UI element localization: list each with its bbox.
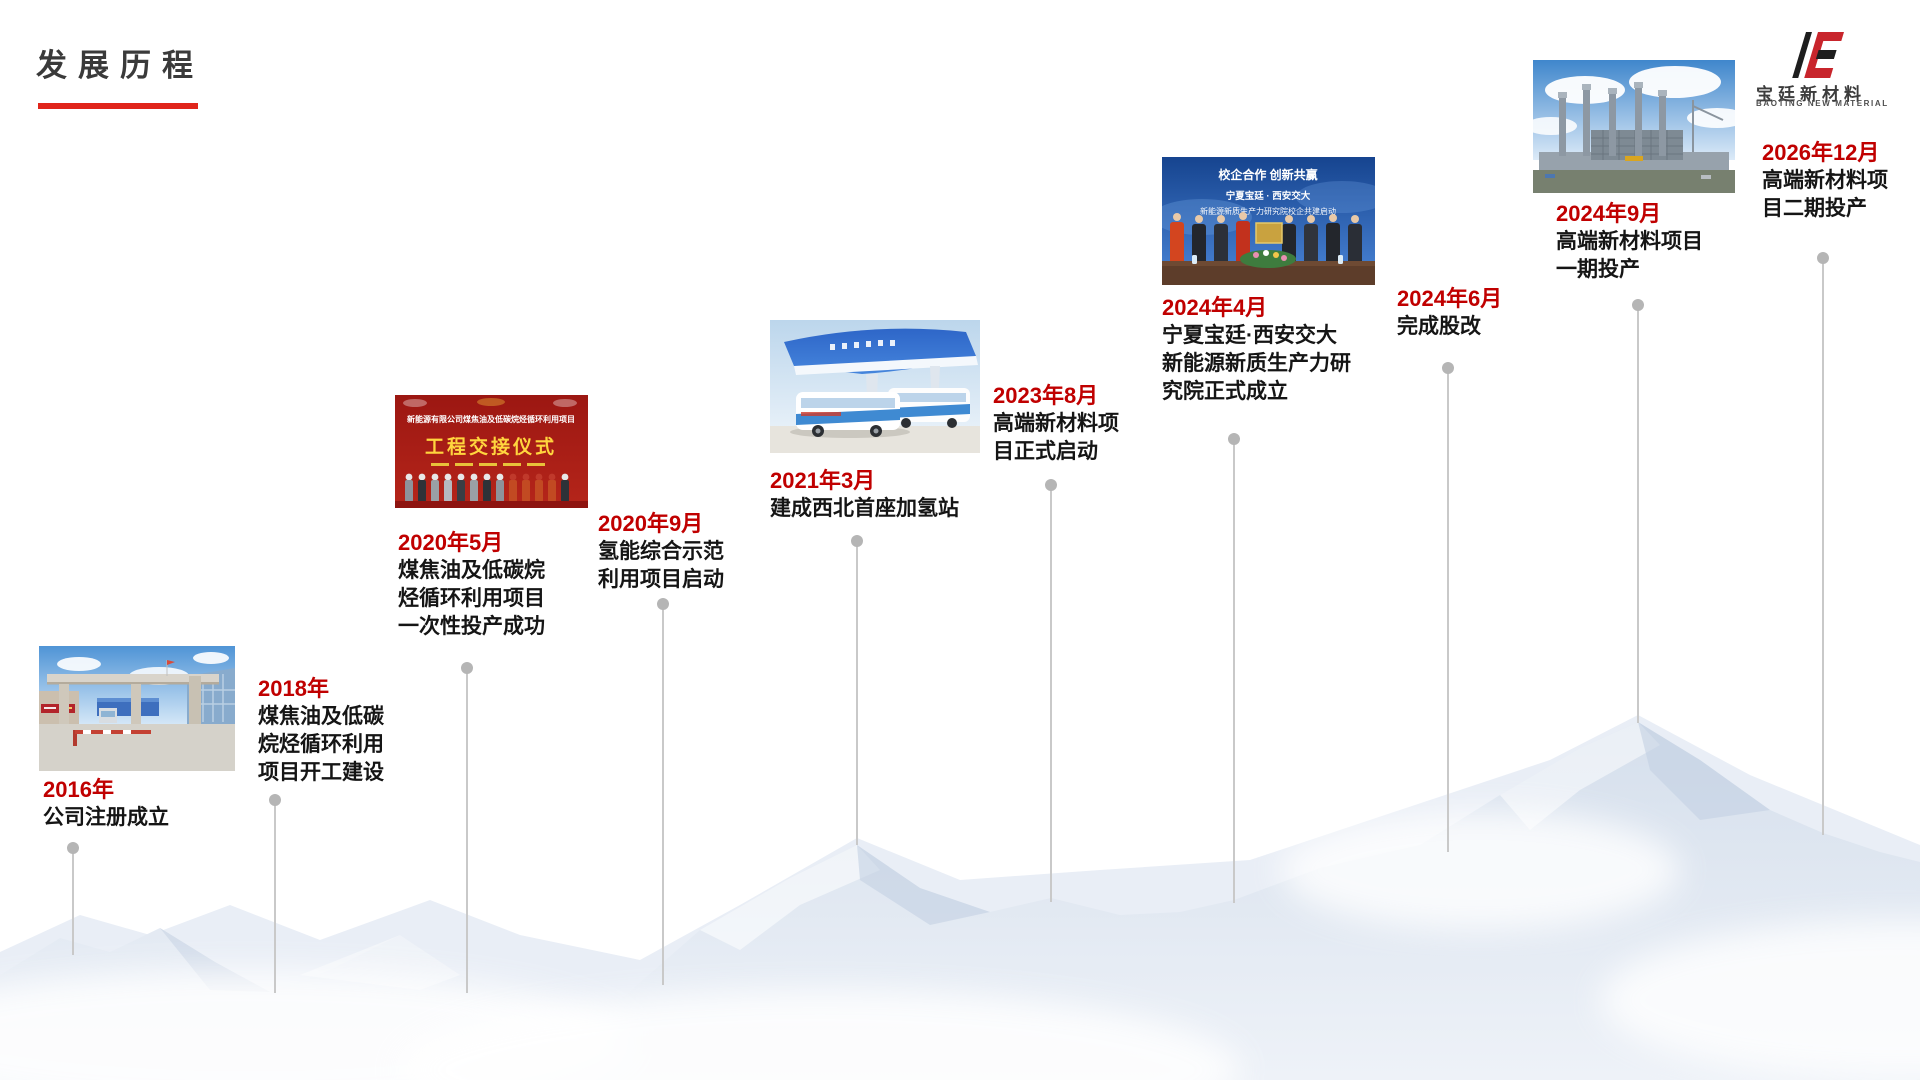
milestone-date: 2023年8月: [993, 383, 1099, 408]
timeline-stem: [274, 800, 276, 993]
milestone-desc: 宁夏宝廷·西安交大 新能源新质生产力研 究院正式成立: [1162, 324, 1351, 403]
page-title: 发展历程: [36, 48, 204, 83]
milestone-2016: 2016年 公司注册成立: [43, 776, 253, 832]
milestone-desc: 高端新材料项 目正式启动: [993, 412, 1119, 463]
milestone-desc: 建成西北首座加氢站: [770, 497, 959, 520]
milestone-date: 2021年3月: [770, 468, 876, 493]
institute-banner-line3: 新能源新质生产力研究院校企共建启动: [1200, 206, 1336, 216]
milestone-desc: 完成股改: [1397, 315, 1481, 338]
photo-2020-handover-ceremony: 新能源有限公司煤焦油及低碳烷烃循环利用项目 工程交接仪式: [395, 395, 588, 508]
bus-rear: [888, 388, 970, 428]
timeline-stem: [72, 848, 74, 955]
timeline-dot: [657, 598, 669, 610]
bus-front: [796, 392, 900, 437]
milestone-2024-06: 2024年6月 完成股改: [1397, 285, 1567, 341]
milestone-date: 2024年4月: [1162, 295, 1268, 320]
milestone-date: 2026年12月: [1762, 140, 1880, 165]
milestone-2023-08: 2023年8月 高端新材料项 目正式启动: [993, 382, 1163, 466]
milestone-2020-09: 2020年9月 氢能综合示范 利用项目启动: [598, 510, 778, 594]
timeline-dot: [1632, 299, 1644, 311]
photo-2024-plant: [1533, 60, 1735, 193]
timeline-stem: [1233, 439, 1235, 903]
timeline-stem: [1822, 258, 1824, 835]
ceremony-banner-text: 新能源有限公司煤焦油及低碳烷烃循环利用项目: [407, 414, 575, 424]
timeline-stem: [1050, 485, 1052, 902]
milestone-date: 2024年6月: [1397, 286, 1503, 311]
timeline-dot: [851, 535, 863, 547]
milestone-date: 2016年: [43, 777, 114, 802]
ceremony-title-text: 工程交接仪式: [425, 435, 557, 458]
milestone-2018: 2018年 煤焦油及低碳 烷烃循环利用 项目开工建设: [258, 675, 438, 787]
milestone-date: 2024年9月: [1556, 201, 1662, 226]
milestone-desc: 公司注册成立: [43, 806, 169, 829]
logo-mark-icon: [1792, 32, 1844, 78]
timeline-dot: [1228, 433, 1240, 445]
institute-banner-line1: 校企合作 创新共赢: [1218, 167, 1317, 182]
milestone-2021-03: 2021年3月 建成西北首座加氢站: [770, 467, 1020, 523]
institute-banner-line2: 宁夏宝廷 · 西安交大: [1226, 190, 1311, 202]
milestone-date: 2020年9月: [598, 511, 704, 536]
milestone-date: 2020年5月: [398, 530, 504, 555]
timeline-dot: [269, 794, 281, 806]
timeline-dot: [1817, 252, 1829, 264]
photo-2024-research-institute: 校企合作 创新共赢 宁夏宝廷 · 西安交大 新能源新质生产力研究院校企共建启动: [1162, 157, 1375, 285]
milestone-desc: 高端新材料项 目二期投产: [1762, 169, 1888, 220]
timeline-stem: [662, 604, 664, 985]
timeline-dot: [461, 662, 473, 674]
timeline-dot: [67, 842, 79, 854]
timeline-stem: [856, 541, 858, 845]
milestone-desc: 氢能综合示范 利用项目启动: [598, 540, 724, 591]
timeline-stem: [466, 668, 468, 993]
milestone-desc: 煤焦油及低碳烷 烃循环利用项目 一次性投产成功: [398, 559, 545, 638]
milestone-2026-12: 2026年12月 高端新材料项 目二期投产: [1762, 139, 1912, 223]
logo-name: 宝廷新材料: [1756, 85, 1866, 104]
milestone-date: 2018年: [258, 676, 329, 701]
timeline-stem: [1447, 368, 1449, 852]
timeline-stem: [1637, 305, 1639, 723]
milestone-desc: 煤焦油及低碳 烷烃循环利用 项目开工建设: [258, 705, 384, 784]
photo-2021-hydrogen-station: [770, 320, 980, 453]
logo-subtitle: BAOTING NEW MATERIAL: [1756, 99, 1889, 108]
photo-2016-company-gate: [39, 646, 235, 771]
milestone-2020-05: 2020年5月 煤焦油及低碳烷 烃循环利用项目 一次性投产成功: [398, 529, 598, 641]
milestone-2024-09: 2024年9月 高端新材料项目 一期投产: [1556, 200, 1746, 284]
milestone-desc: 高端新材料项目 一期投产: [1556, 230, 1703, 281]
timeline-dot: [1442, 362, 1454, 374]
timeline-dot: [1045, 479, 1057, 491]
title-underline: [38, 103, 198, 109]
company-logo: 宝廷新材料 BAOTING NEW MATERIAL: [1740, 28, 1916, 114]
milestone-2024-04: 2024年4月 宁夏宝廷·西安交大 新能源新质生产力研 究院正式成立: [1162, 294, 1392, 406]
